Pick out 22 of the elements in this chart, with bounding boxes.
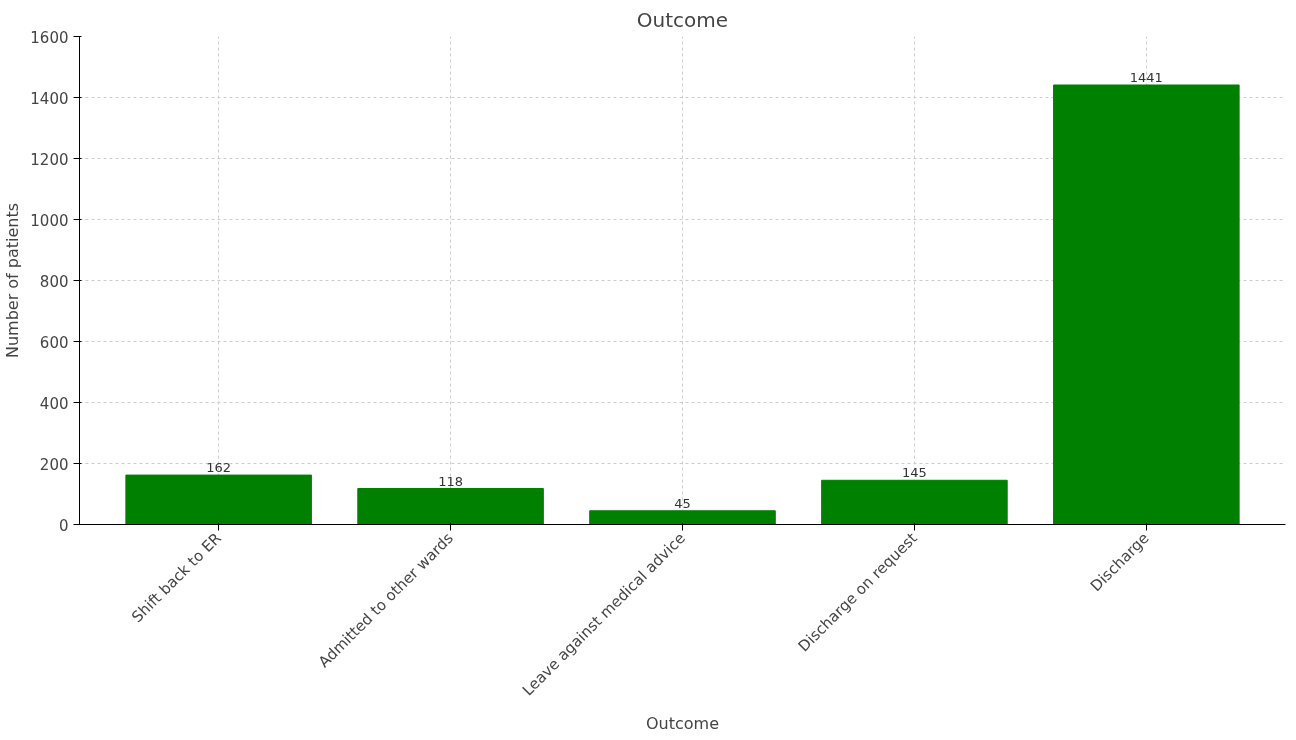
y-tick-label: 200 <box>39 455 69 474</box>
y-tick-label: 800 <box>39 272 69 291</box>
y-tick-label: 400 <box>39 394 69 413</box>
chart-title: Outcome <box>636 7 729 32</box>
y-tick-label: 0 <box>58 516 69 535</box>
bar <box>1053 84 1240 525</box>
bar <box>821 479 1008 525</box>
data-label: 162 <box>206 460 232 476</box>
bar <box>589 510 776 525</box>
bar <box>357 488 544 525</box>
bar <box>125 474 312 525</box>
y-tick-label: 1000 <box>30 211 69 230</box>
data-label: 1441 <box>1129 70 1163 85</box>
data-label: 145 <box>902 465 927 481</box>
y-tick-label: 600 <box>39 333 69 352</box>
data-label: 45 <box>674 495 691 511</box>
y-tick-label: 1600 <box>30 28 69 47</box>
y-axis-title: Number of patients <box>3 202 23 359</box>
data-label: 118 <box>438 473 463 489</box>
y-tick-label: 1400 <box>30 89 69 108</box>
y-tick-label: 1200 <box>30 150 69 169</box>
x-axis-title: Outcome <box>645 713 720 733</box>
